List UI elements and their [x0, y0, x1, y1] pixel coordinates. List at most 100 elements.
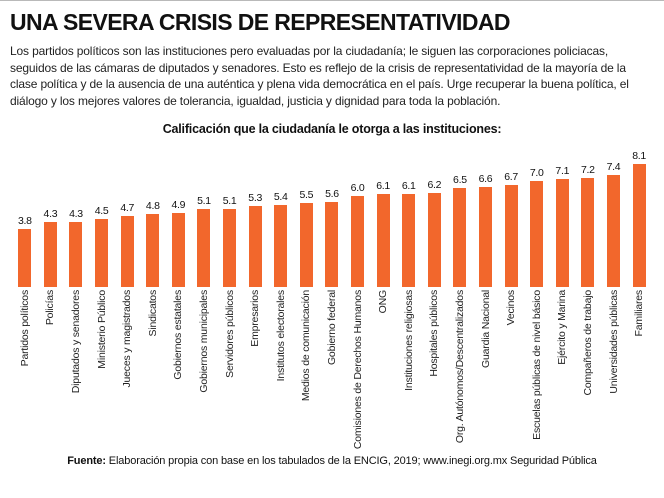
bar-category-label: Familiares — [633, 290, 646, 337]
bar-category-label: Guardia Nacional — [479, 290, 492, 368]
bar-column: 5.4 — [268, 191, 294, 287]
source-note: Fuente: Elaboración propia con base en l… — [10, 455, 654, 467]
bar — [18, 229, 32, 287]
bar-column: 8.1 — [626, 150, 652, 287]
bar — [223, 209, 237, 287]
bar — [632, 164, 646, 287]
source-label: Fuente: — [67, 455, 106, 467]
bar-value-label: 6.0 — [350, 182, 365, 194]
bar-category-label: Servidores públicos — [223, 290, 236, 378]
bar-value-label: 8.1 — [632, 150, 646, 162]
bar-column: 7.2 — [575, 164, 601, 287]
bar-value-label: 4.8 — [145, 200, 160, 212]
bar — [453, 188, 467, 287]
bar-column: 4.3 — [38, 208, 64, 287]
bar-category-label: Empresarios — [249, 290, 262, 347]
bar — [248, 206, 262, 287]
plot-area: 3.8 4.3 4.3 4.5 4.7 4.8 4.9 5.1 5.1 5.3 5.4 5.5 5.6 6… — [10, 142, 654, 287]
bar-value-label: 7.4 — [606, 161, 621, 173]
bar-category-label: Gobierno federal — [326, 290, 338, 366]
bar — [478, 187, 492, 287]
page-title: UNA SEVERA CRISIS DE REPRESENTATIVIDAD — [10, 9, 510, 35]
bar — [197, 209, 211, 287]
bar-value-label: 5.1 — [197, 195, 211, 207]
bar — [581, 178, 595, 287]
bar-value-label: 4.3 — [43, 208, 58, 220]
bar-category-label: Vecinos — [505, 290, 518, 326]
bar — [376, 194, 390, 287]
bar — [274, 205, 288, 287]
bar-category-label: ONG — [377, 290, 390, 314]
bar-column: 4.9 — [166, 199, 192, 287]
bar-category-label: Instituciones religiosas — [402, 290, 415, 391]
bar-value-label: 5.4 — [273, 191, 288, 203]
bar-value-label: 6.5 — [453, 174, 467, 186]
bar-category-label: Org. Autónomos/Descentralizados — [454, 290, 466, 444]
bar-column: 4.5 — [89, 205, 115, 287]
bar-column: 5.1 — [191, 195, 217, 287]
bar-value-label: 7.2 — [581, 164, 595, 176]
bar-column: 6.2 — [422, 179, 448, 287]
bar — [171, 213, 185, 287]
bar-value-label: 4.5 — [94, 205, 109, 217]
bar-value-label: 4.7 — [120, 202, 135, 214]
bar-category-label: Partidos políticos — [18, 290, 31, 367]
bar-value-label: 6.6 — [478, 173, 493, 185]
intro-line: Los partidos políticos son las instituci… — [10, 44, 608, 58]
bar-category-label: Ministerio Público — [95, 290, 108, 369]
bar-value-label: 4.9 — [171, 199, 186, 211]
bar-category-label: Escuelas públicas de nivel básico — [530, 290, 543, 440]
bar-column: 5.3 — [242, 192, 268, 287]
intro-paragraph: Los partidos políticos son las instituci… — [10, 43, 654, 109]
bar-value-label: 5.1 — [222, 195, 237, 207]
bar — [69, 222, 83, 287]
bar-value-label: 7.0 — [529, 167, 544, 179]
bar — [427, 193, 441, 287]
bar-category-label: Comisiones de Derechos Humanos — [351, 290, 364, 450]
bar — [402, 194, 416, 287]
bar — [606, 175, 620, 287]
bar-column: 6.7 — [498, 171, 524, 287]
bar-value-label: 6.1 — [376, 180, 390, 192]
category-label-area: Partidos políticos Policías Diputados y se… — [12, 287, 652, 453]
bar — [504, 185, 518, 287]
bar-column: 7.4 — [601, 161, 627, 287]
bar-value-label: 5.3 — [248, 192, 262, 204]
bar — [120, 216, 134, 287]
bar — [325, 202, 339, 287]
bar-value-label: 6.2 — [427, 179, 442, 191]
bar-column: 6.1 — [370, 180, 396, 287]
bar-column: 5.5 — [294, 189, 320, 287]
bar-column: 3.8 — [12, 215, 38, 287]
bar-category-label: Hospitales públicos — [428, 290, 441, 377]
bar-column: 4.3 — [63, 208, 89, 287]
bar-category-label: Gobiernos municipales — [198, 290, 210, 393]
bar — [351, 196, 365, 287]
bar — [299, 203, 313, 287]
bar — [146, 214, 160, 287]
bar-value-label: 3.8 — [17, 215, 32, 227]
intro-line: clase política y de la ausencia de una a… — [10, 77, 629, 91]
bar — [43, 222, 57, 287]
intro-line: diálogo y los mejores valores de toleran… — [10, 93, 501, 108]
bar-value-label: 5.5 — [299, 189, 314, 201]
chart-title: Calificación que la ciudadanía le otorga… — [162, 122, 502, 136]
intro-line: seguidos de las cámaras de diputados y s… — [10, 60, 626, 75]
source-text: Elaboración propia con base en los tabul… — [105, 455, 597, 467]
bar-value-label: 6.7 — [504, 171, 518, 183]
bar-category-label: Medios de comunicación — [300, 290, 313, 402]
bar-column: 4.8 — [140, 200, 166, 287]
bar-value-label: 4.3 — [69, 208, 83, 220]
bar-category-label: Compañeros de trabajo — [582, 290, 594, 396]
bar-value-label: 5.6 — [325, 188, 339, 200]
bar-column: 5.6 — [319, 188, 345, 287]
bar — [95, 219, 109, 287]
bar-column: 6.6 — [473, 173, 499, 287]
bar — [530, 181, 544, 287]
bar-category-label: Universidades públicas — [607, 290, 620, 394]
bar-column: 6.5 — [447, 174, 473, 287]
bar — [555, 179, 569, 287]
bar-category-label: Ejército y Marina — [556, 290, 569, 365]
bar-value-label: 7.1 — [555, 165, 570, 177]
